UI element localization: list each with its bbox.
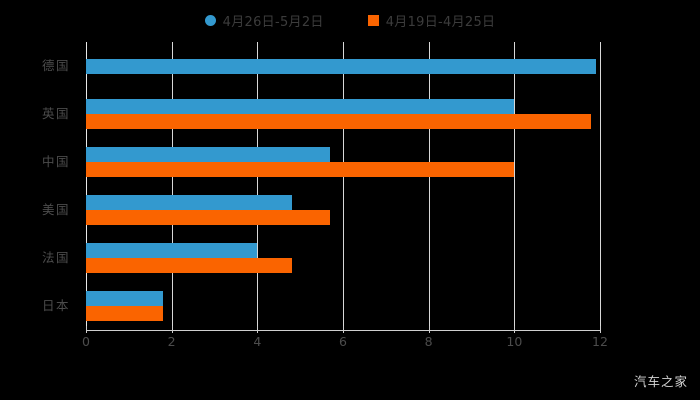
- chart-legend: 4月26日-5月2日 4月19日-4月25日: [0, 8, 700, 32]
- x-axis-tick-0: 0: [82, 334, 90, 349]
- bar-英国-series-1: [86, 99, 515, 114]
- bar-德国-series-1: [86, 58, 596, 74]
- x-axis-tick-10: 10: [506, 334, 523, 349]
- legend-label-series-2: 4月19日-4月25日: [385, 14, 496, 30]
- y-axis-labels: 德国 英国 中国 美国 法国 日本: [0, 42, 78, 330]
- gridline: [600, 42, 601, 330]
- bar-中国-series-2: [86, 162, 515, 177]
- x-axis-tickmark: [257, 326, 259, 333]
- y-axis-label-1: 英国: [41, 106, 70, 121]
- y-axis-line: [86, 42, 87, 330]
- y-axis-label-2: 中国: [41, 154, 70, 169]
- legend-item-series-2[interactable]: 4月19日-4月25日: [367, 11, 496, 30]
- x-axis-tick-4: 4: [253, 334, 262, 349]
- bar-法国-series-1: [86, 243, 258, 258]
- legend-circle-marker-icon: [204, 14, 216, 26]
- plot-area: [86, 42, 601, 330]
- x-axis-tick-12: 12: [592, 334, 608, 349]
- y-axis-label-4: 法国: [41, 250, 70, 265]
- x-axis-tickmark: [171, 326, 173, 333]
- legend-item-series-1[interactable]: 4月26日-5月2日: [204, 11, 324, 30]
- bar-日本-series-1: [86, 291, 164, 306]
- bar-美国-series-2: [86, 210, 331, 225]
- gridline: [514, 42, 516, 330]
- x-axis-tick-8: 8: [424, 334, 433, 349]
- bar-日本-series-2: [86, 306, 164, 321]
- y-axis-label-5: 日本: [41, 298, 70, 313]
- y-axis-label-3: 美国: [41, 202, 70, 217]
- watermark-text: 汽车之家: [633, 374, 688, 389]
- legend-label-series-1: 4月26日-5月2日: [222, 14, 324, 30]
- x-axis-tickmark: [86, 326, 87, 333]
- bar-法国-series-2: [86, 258, 292, 273]
- bar-中国-series-1: [86, 147, 331, 162]
- legend-square-marker-icon: [367, 14, 379, 26]
- x-axis-tick-labels: 0 2 4 6 8 10 12: [82, 326, 608, 354]
- x-axis-tickmark: [514, 326, 516, 333]
- x-axis-tickmark: [600, 326, 601, 333]
- x-axis-tickmark: [428, 326, 430, 333]
- gridline: [171, 42, 173, 330]
- x-axis-tick-6: 6: [339, 334, 347, 349]
- gridline: [343, 42, 344, 330]
- bar-美国-series-1: [86, 195, 292, 210]
- x-axis-tickmark: [343, 326, 344, 333]
- gridline: [257, 42, 259, 330]
- gridline: [428, 42, 430, 330]
- y-axis-label-0: 德国: [41, 58, 70, 73]
- x-axis-tick-2: 2: [167, 334, 176, 349]
- bar-英国-series-2: [86, 114, 592, 129]
